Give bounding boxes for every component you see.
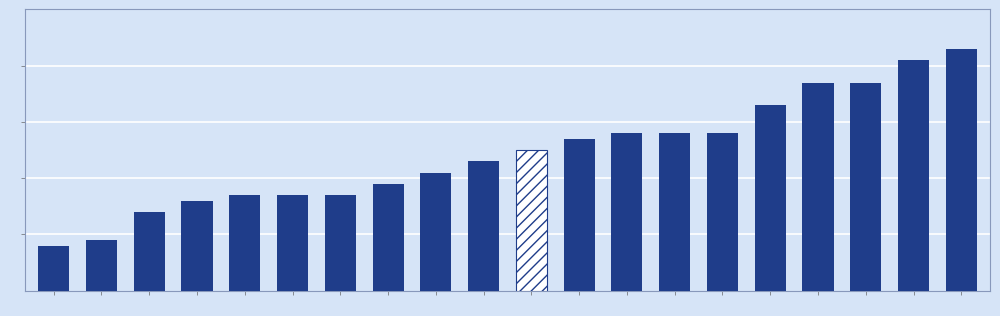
Bar (277, 195, 308, 291)
Bar (611, 133, 642, 291)
Bar (898, 60, 929, 291)
Bar (373, 184, 404, 291)
Bar (468, 161, 499, 291)
Bar (802, 82, 834, 291)
Bar (325, 195, 356, 291)
Bar (564, 139, 595, 291)
Bar (181, 201, 213, 291)
Bar (86, 240, 117, 291)
Bar (946, 49, 977, 291)
Bar (850, 82, 881, 291)
Bar (707, 133, 738, 291)
Bar (38, 246, 69, 291)
Bar (516, 150, 547, 291)
Bar (420, 173, 451, 291)
Bar (755, 105, 786, 291)
Bar (659, 133, 690, 291)
Bar (134, 212, 165, 291)
Bar (229, 195, 260, 291)
